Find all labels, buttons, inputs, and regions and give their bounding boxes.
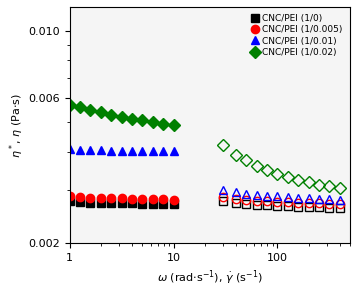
- CNC/PEI (1/0): [130, 201, 134, 205]
- CNC/PEI (1/0.01): [120, 149, 124, 153]
- CNC/PEI (1/0): [109, 201, 114, 205]
- CNC/PEI (1/0.005): [109, 197, 114, 200]
- CNC/PEI (1/0.01): [151, 149, 155, 153]
- CNC/PEI (1/0.01): [99, 149, 103, 152]
- CNC/PEI (1/0): [68, 199, 72, 203]
- CNC/PEI (1/0): [99, 201, 103, 204]
- CNC/PEI (1/0.01): [78, 148, 82, 152]
- CNC/PEI (1/0): [171, 202, 176, 206]
- CNC/PEI (1/0.01): [68, 147, 72, 151]
- CNC/PEI (1/0.02): [171, 123, 176, 127]
- CNC/PEI (1/0.02): [140, 118, 145, 122]
- CNC/PEI (1/0.005): [130, 197, 134, 201]
- CNC/PEI (1/0): [140, 202, 145, 206]
- CNC/PEI (1/0.005): [120, 197, 124, 200]
- CNC/PEI (1/0): [120, 201, 124, 205]
- CNC/PEI (1/0.02): [120, 115, 124, 118]
- CNC/PEI (1/0.01): [171, 149, 176, 153]
- Line: CNC/PEI (1/0.01): CNC/PEI (1/0.01): [66, 145, 178, 155]
- CNC/PEI (1/0.02): [68, 103, 72, 106]
- Line: CNC/PEI (1/0): CNC/PEI (1/0): [66, 197, 178, 208]
- Legend: CNC/PEI (1/0), CNC/PEI (1/0.005), CNC/PEI (1/0.01), CNC/PEI (1/0.02): CNC/PEI (1/0), CNC/PEI (1/0.005), CNC/PE…: [249, 11, 346, 60]
- CNC/PEI (1/0.005): [88, 196, 92, 200]
- CNC/PEI (1/0.02): [78, 106, 82, 109]
- X-axis label: $\omega$ (rad$\cdot$s$^{-1}$), $\dot{\gamma}$ (s$^{-1}$): $\omega$ (rad$\cdot$s$^{-1}$), $\dot{\ga…: [157, 268, 263, 287]
- CNC/PEI (1/0.01): [130, 149, 134, 153]
- CNC/PEI (1/0.01): [88, 148, 92, 152]
- CNC/PEI (1/0.02): [161, 122, 165, 126]
- CNC/PEI (1/0.01): [109, 149, 114, 153]
- CNC/PEI (1/0.02): [151, 121, 155, 124]
- CNC/PEI (1/0): [78, 201, 82, 204]
- Line: CNC/PEI (1/0.005): CNC/PEI (1/0.005): [66, 192, 178, 204]
- Line: CNC/PEI (1/0.02): CNC/PEI (1/0.02): [66, 101, 178, 129]
- CNC/PEI (1/0.02): [99, 111, 103, 114]
- CNC/PEI (1/0): [88, 201, 92, 204]
- CNC/PEI (1/0): [151, 202, 155, 206]
- Y-axis label: $\eta^*$, $\eta$ (Pa$\cdot$s): $\eta^*$, $\eta$ (Pa$\cdot$s): [7, 93, 26, 158]
- CNC/PEI (1/0.01): [140, 149, 145, 153]
- CNC/PEI (1/0.005): [161, 198, 165, 201]
- CNC/PEI (1/0.02): [130, 118, 134, 121]
- CNC/PEI (1/0.005): [140, 197, 145, 201]
- CNC/PEI (1/0.02): [88, 108, 92, 112]
- CNC/PEI (1/0.005): [68, 195, 72, 198]
- CNC/PEI (1/0.01): [161, 149, 165, 153]
- CNC/PEI (1/0.005): [99, 196, 103, 200]
- CNC/PEI (1/0.005): [151, 198, 155, 201]
- CNC/PEI (1/0.005): [78, 196, 82, 199]
- CNC/PEI (1/0.02): [109, 113, 114, 116]
- CNC/PEI (1/0.005): [171, 198, 176, 201]
- CNC/PEI (1/0): [161, 202, 165, 206]
